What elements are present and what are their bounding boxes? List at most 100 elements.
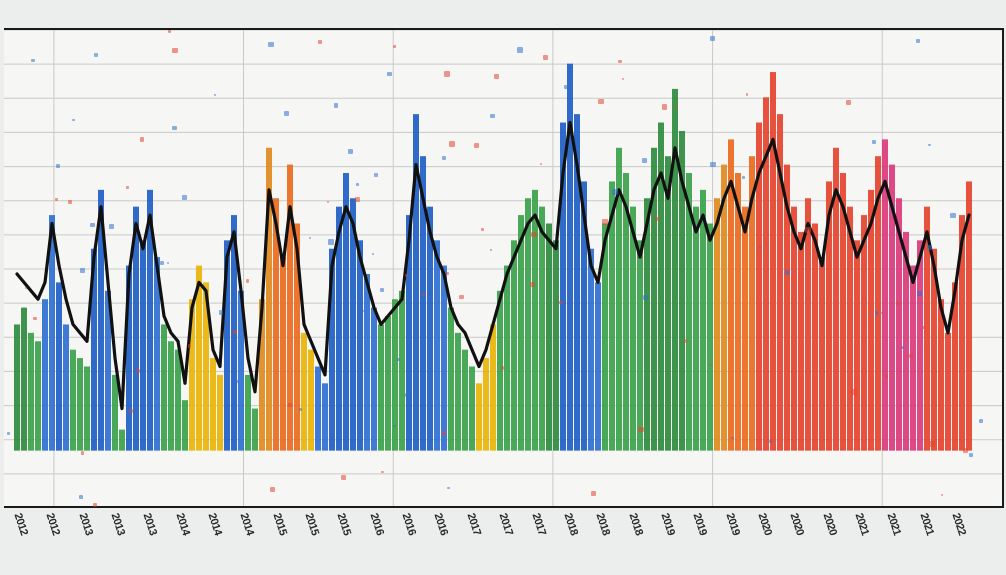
speckle [80,268,85,273]
speckle [109,224,115,230]
x-axis-label: 2013 [76,512,93,537]
bar [476,383,482,450]
speckle [543,55,547,59]
bar [175,350,181,451]
speckle [172,126,177,131]
speckle [270,487,275,492]
speckle [474,143,480,149]
bar [812,223,818,450]
bar [399,291,405,451]
x-axis-label: 2017 [497,512,514,537]
x-axis-label: 2013 [141,512,158,537]
speckle [916,39,920,43]
bar [693,207,699,451]
x-axis-label: 2013 [109,512,126,537]
bar [301,333,307,451]
speckle [481,228,483,230]
speckle [805,227,811,233]
bar [182,400,188,450]
bar [553,240,559,450]
bar [112,375,118,451]
speckle [851,389,857,395]
bar [532,190,538,451]
bar [322,383,328,450]
speckle [710,162,715,167]
x-axis-label: 2020 [788,512,805,537]
speckle [875,311,879,315]
speckle [917,291,922,296]
speckle [299,408,302,411]
bar [511,240,517,450]
bar [168,341,174,450]
speckle [56,164,60,168]
speckle [530,282,535,287]
speckle [348,149,354,155]
speckle [564,85,568,89]
x-axis-label: 2020 [820,512,837,537]
bar [483,358,489,451]
bar [861,215,867,451]
speckle [380,288,384,292]
x-axis-label: 2014 [238,512,255,537]
speckle [643,295,648,300]
speckle [397,358,400,361]
bar [378,324,384,450]
bar [539,207,545,451]
speckle [846,100,851,105]
x-axis-label: 2019 [723,512,740,537]
bar [28,333,34,451]
speckle [638,427,644,433]
bar [742,207,748,451]
speckle [684,339,688,343]
speckle [126,186,129,189]
speckle [675,106,678,109]
x-axis-label: 2021 [917,512,934,537]
speckle [160,261,164,265]
bar [714,198,720,450]
x-axis-label: 2016 [432,512,449,537]
bar [798,232,804,451]
bar [791,207,797,451]
speckle [494,74,499,79]
bar [595,282,601,450]
x-axis-label: 2018 [626,512,643,537]
x-axis-label: 2015 [303,512,320,537]
speckle [288,403,292,407]
bar [371,308,377,451]
speckle [459,295,464,300]
speckle [79,495,83,499]
x-axis-label: 2021 [852,512,869,537]
x-axis-label: 2016 [367,512,384,537]
bar [854,240,860,450]
speckle [55,198,58,201]
bar [252,409,258,451]
speckle [136,369,140,373]
bar [161,324,167,450]
speckle [90,223,94,227]
speckle [449,141,455,147]
speckle [341,475,346,480]
speckle [929,441,935,447]
x-axis-label: 2020 [755,512,772,537]
speckle [31,59,34,62]
bar [770,72,776,451]
speckle [233,330,237,334]
speckle [901,346,903,348]
speckle [7,432,10,435]
bar [392,299,398,450]
speckle [93,503,97,507]
speckle [963,448,968,453]
speckle [559,301,562,304]
speckle [950,213,956,219]
speckle [284,111,289,116]
bar [84,367,90,451]
bar [77,358,83,451]
x-axis-label: 2016 [400,512,417,537]
speckle [602,219,608,225]
x-axis-label: 2015 [335,512,352,537]
speckle [501,366,505,370]
speckle [387,72,391,76]
bar [434,240,440,450]
speckle [731,437,734,440]
bar [119,430,125,451]
